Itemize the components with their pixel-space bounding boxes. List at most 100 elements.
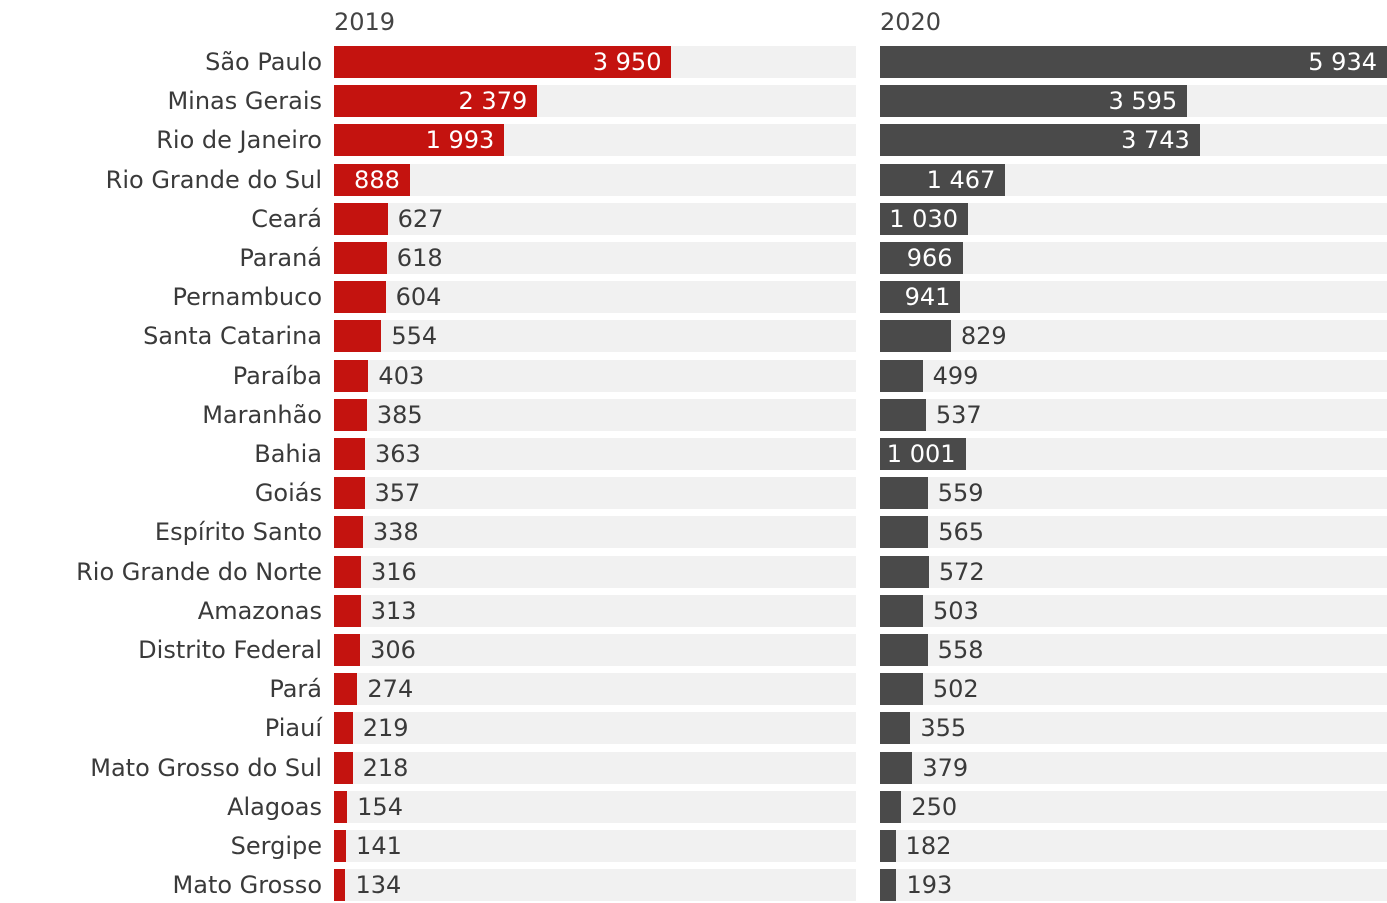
bar-track [334,163,856,196]
bar-track [334,673,856,706]
category-label: Minas Gerais [167,87,322,116]
bar-2020 [880,634,928,666]
bar-2020 [880,790,902,823]
value-label: 134 [355,871,402,900]
value-label: 1 467 [926,165,996,194]
bar-2020 [880,163,1006,196]
bar-2019 [334,320,382,353]
value-label: 385 [376,400,423,429]
category-label: Alagoas [227,792,322,821]
bar-2020 [880,673,923,706]
bar-2020 [880,320,951,353]
value-label: 3 595 [1108,87,1178,116]
category-label: Piauí [264,714,322,743]
category-label: Paraná [239,244,322,272]
bar-track [334,555,856,588]
bar-track [880,673,1387,706]
value-label: 572 [938,557,985,586]
bar-track [880,869,1387,902]
bar-2019 [334,790,348,823]
bar-2019 [334,477,365,510]
bar-track [880,320,1387,353]
bar-2019 [334,751,353,784]
bar-2019 [334,712,353,745]
category-label: Mato Grosso [172,871,322,900]
value-label: 141 [356,832,402,860]
bar-track [334,751,856,784]
value-label: 306 [370,636,416,664]
bar-2020 [880,242,963,274]
bar-track [334,830,856,862]
bar-track [880,477,1387,510]
bar-2020 [880,438,966,470]
category-label: Rio Grande do Sul [105,165,322,194]
category-label: Rio de Janeiro [156,126,322,155]
bar-track [880,712,1387,745]
bar-2019 [334,555,361,588]
category-label: Distrito Federal [138,636,322,664]
value-label: 338 [372,518,419,547]
value-label: 363 [375,440,421,468]
category-label: Maranhão [202,400,322,429]
value-label: 250 [911,792,958,821]
value-label: 604 [395,283,442,312]
bar-2019 [334,516,363,549]
value-label: 829 [960,322,1007,351]
bar-2019 [334,46,672,78]
value-label: 357 [374,479,421,508]
value-label: 313 [370,596,417,625]
value-label: 565 [938,518,985,547]
category-label: Sergipe [230,832,322,860]
panel-title-2019: 2019 [334,8,396,36]
value-label: 559 [937,479,984,508]
bar-track [880,790,1387,823]
bar-track [880,830,1387,862]
bar-track [334,242,856,274]
bar-2020 [880,124,1200,157]
value-label: 193 [906,871,953,900]
bar-2019 [334,830,347,862]
value-label: 316 [370,557,417,586]
bar-track [334,594,856,627]
bar-2020 [880,46,1387,78]
category-label: Pará [269,675,322,704]
bar-2019 [334,202,388,235]
value-label: 403 [378,361,425,390]
bar-track [334,202,856,235]
value-label: 966 [906,244,953,272]
bar-track [334,359,856,392]
value-label: 219 [362,714,409,743]
bar-2019 [334,163,410,196]
value-label: 355 [920,714,967,743]
category-label: Rio Grande do Norte [76,557,322,586]
bar-track [880,634,1387,666]
value-label: 154 [357,792,403,821]
category-label: Mato Grosso do Sul [90,753,322,782]
category-label: Paraíba [232,361,322,390]
value-label: 1 001 [886,440,956,468]
category-label: Goiás [254,479,322,508]
category-label: Santa Catarina [143,322,322,351]
value-label: 888 [354,165,400,194]
bar-track [334,477,856,510]
bar-track [880,359,1387,392]
value-label: 499 [932,361,979,390]
bar-2020 [880,85,1188,118]
bar-track [334,281,856,314]
bar-2020 [880,359,923,392]
bar-track [334,516,856,549]
bar-2020 [880,516,929,549]
bar-2020 [880,869,897,902]
bar-2019 [334,359,369,392]
bar-track [880,555,1387,588]
value-label: 1 030 [889,204,958,233]
bar-2020 [880,830,896,862]
category-label: Bahia [254,440,322,468]
bar-track [334,634,856,666]
bar-track [880,516,1387,549]
bar-2019 [334,438,365,470]
bar-track [880,281,1387,314]
bar-2019 [334,594,361,627]
value-label: 2 379 [458,87,528,116]
